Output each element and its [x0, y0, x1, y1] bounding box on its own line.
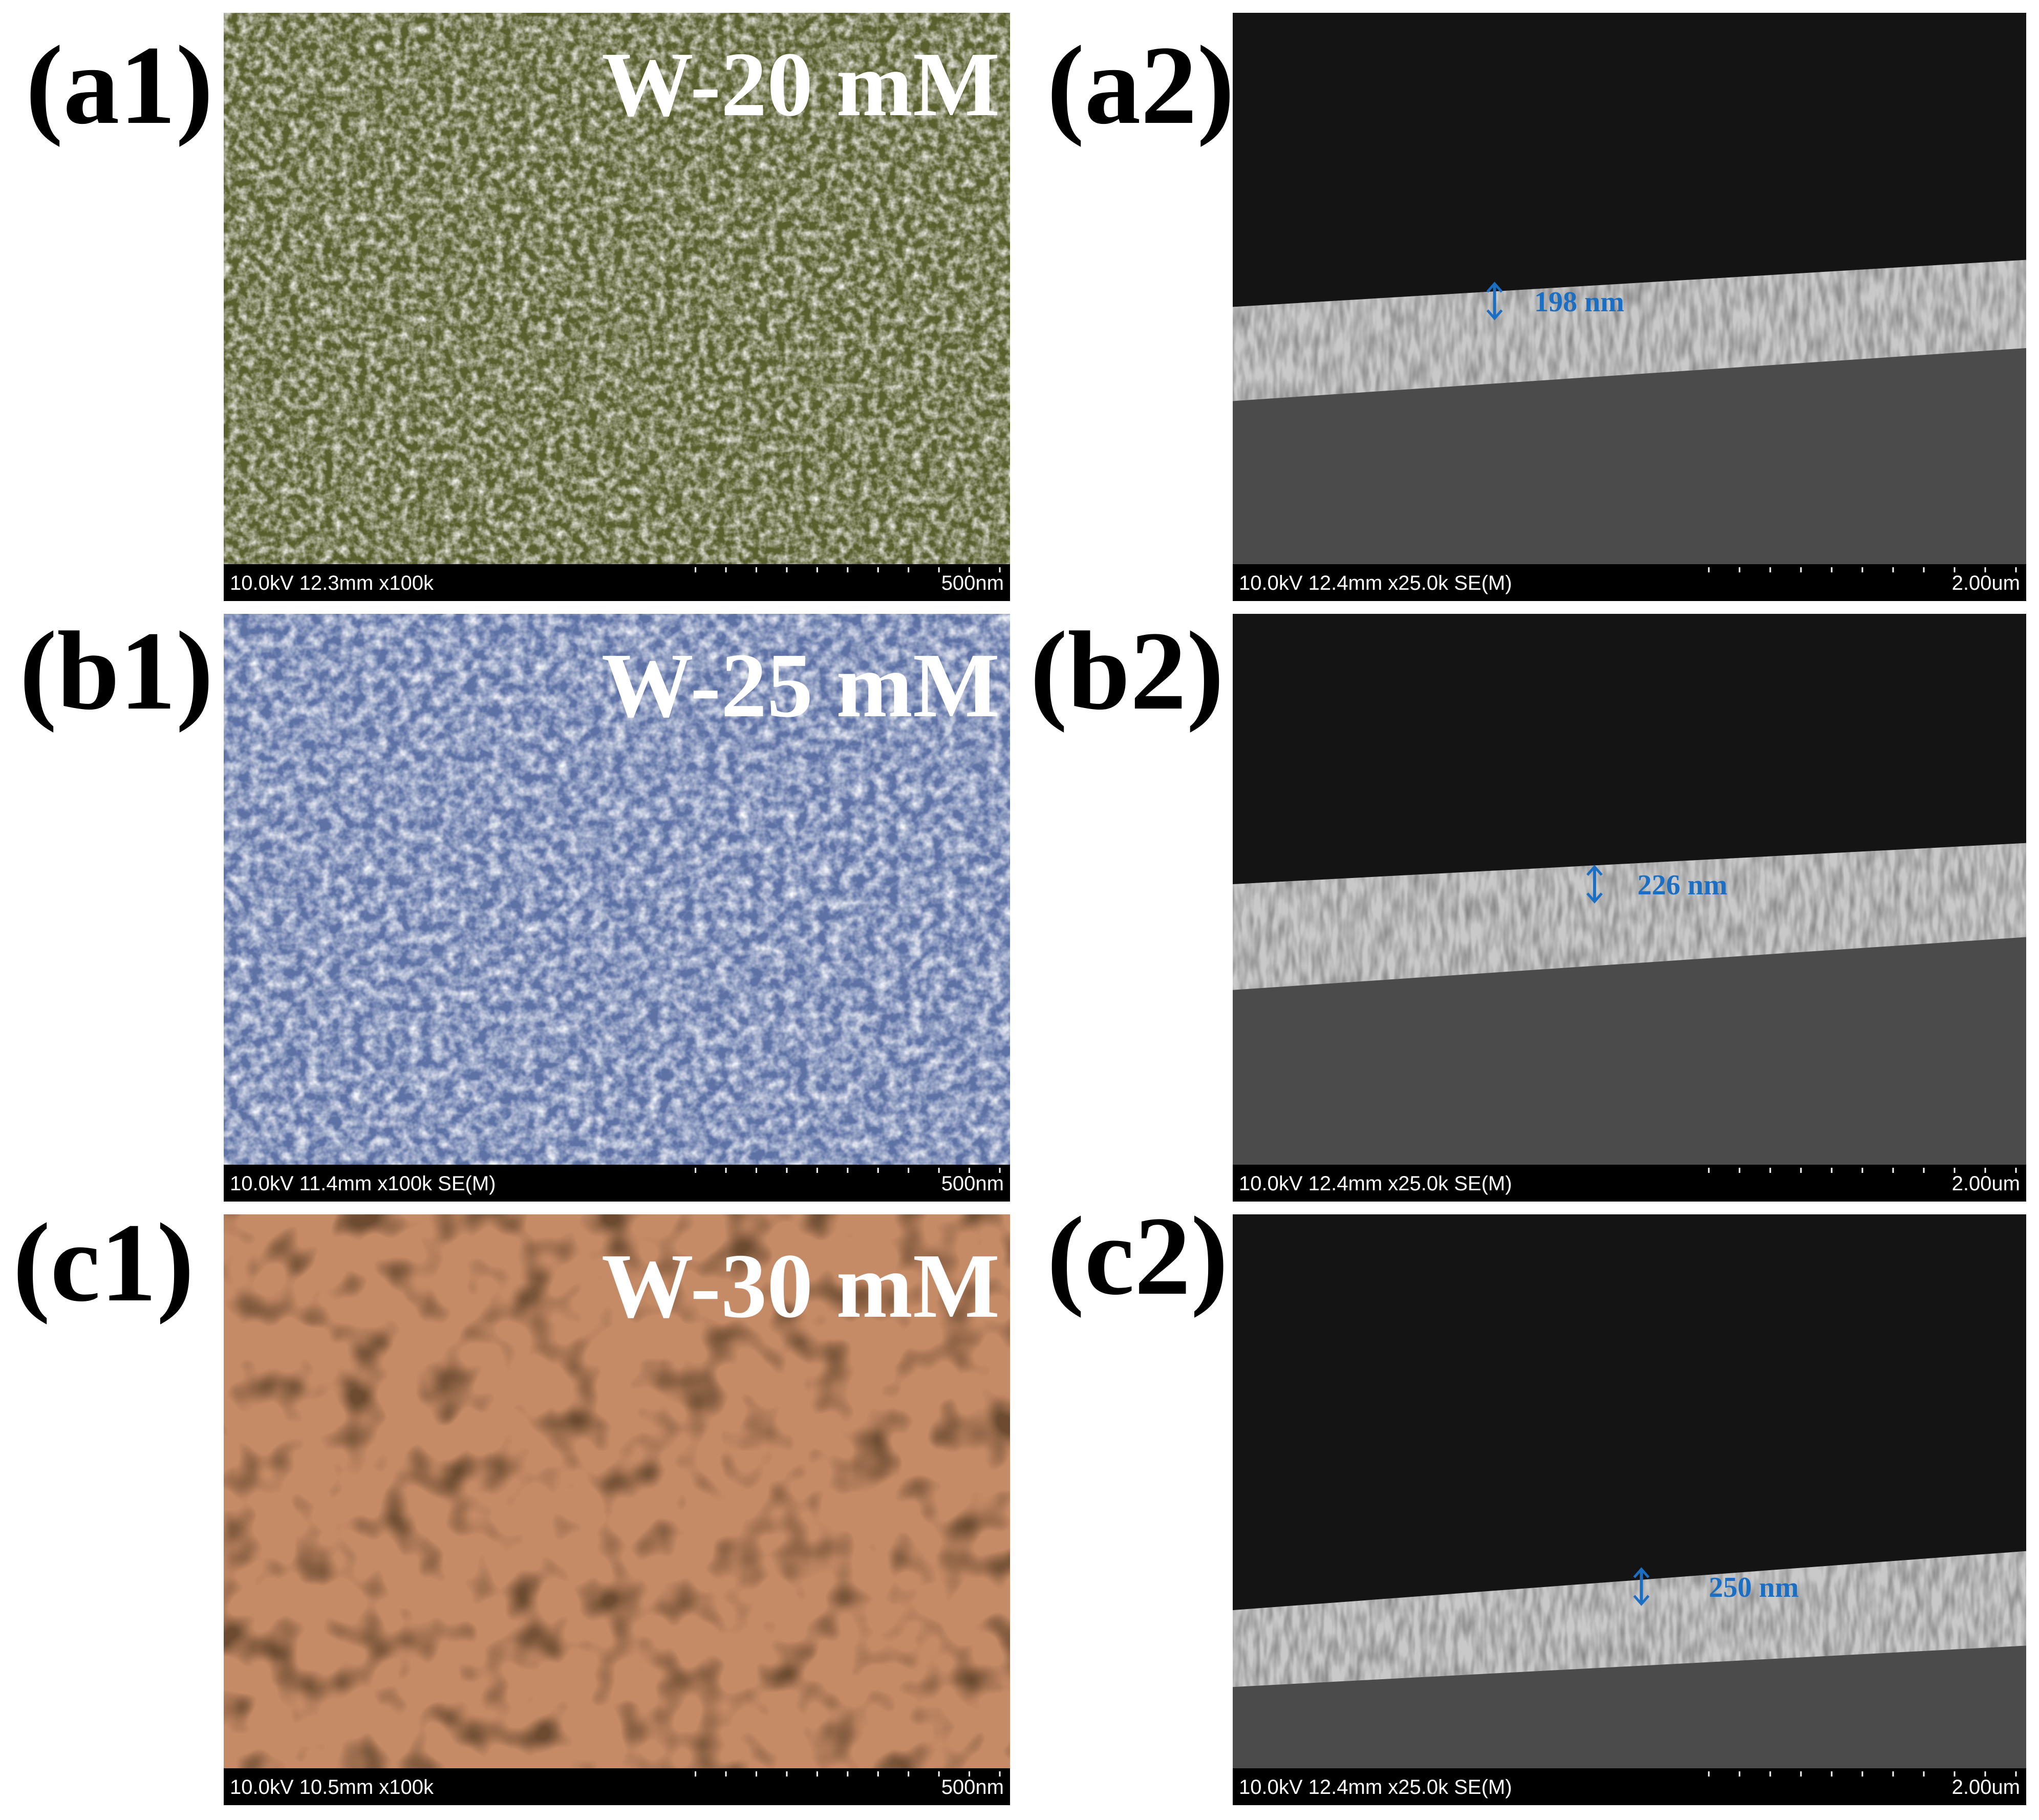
info-bar	[224, 1768, 1010, 1805]
sem-panel: 250 nm 10.0kV 12.4mm x25.0k SE(M) 2.00um	[1233, 1214, 2026, 1805]
info-text: 10.0kV 12.3mm x100k	[230, 572, 434, 594]
sem-panel: 10.0kV 10.5mm x100k 500nm W-30 mM	[224, 1214, 1010, 1805]
scale-text: 2.00um	[1952, 572, 2020, 594]
sample-label: W-30 mM	[602, 1235, 1000, 1337]
info-bar	[1233, 564, 2026, 601]
panel-label: (b1)	[19, 608, 213, 733]
thickness-label: 198 nm	[1534, 286, 1624, 318]
sem-panel: 198 nm 10.0kV 12.4mm x25.0k SE(M) 2.00um	[1233, 13, 2026, 601]
scale-text: 2.00um	[1952, 1776, 2020, 1798]
info-text: 10.0kV 11.4mm x100k SE(M)	[230, 1172, 496, 1195]
vacuum	[1233, 13, 2026, 307]
arrow-head	[1586, 865, 1603, 904]
texture	[224, 614, 1010, 1165]
panel-label: (a2)	[1047, 23, 1235, 147]
panel-label: (b2)	[1030, 608, 1224, 733]
panel-label: (c1)	[13, 1200, 194, 1325]
info-bar	[1233, 1165, 2026, 1202]
sample-label: W-25 mM	[602, 634, 1000, 736]
sem-panel: 226 nm 10.0kV 12.4mm x25.0k SE(M) 2.00um	[1233, 614, 2026, 1202]
sem-panel: 10.0kV 11.4mm x100k SE(M) 500nm W-25 mM	[224, 614, 1010, 1202]
scale-text: 500nm	[941, 1172, 1004, 1195]
info-text: 10.0kV 10.5mm x100k	[230, 1776, 434, 1798]
panel-label: (a1)	[26, 23, 213, 147]
scale-text: 500nm	[941, 572, 1004, 594]
info-bar	[1233, 1768, 2026, 1805]
vacuum	[1233, 614, 2026, 885]
info-bar	[224, 1165, 1010, 1202]
thickness-label: 250 nm	[1709, 1572, 1799, 1603]
texture	[224, 13, 1010, 564]
info-text: 10.0kV 12.4mm x25.0k SE(M)	[1239, 1776, 1512, 1798]
scale-text: 2.00um	[1952, 1172, 2020, 1195]
sem-panel: 10.0kV 12.3mm x100k 500nm W-20 mM	[224, 13, 1010, 601]
texture	[224, 1214, 1010, 1768]
sample-label: W-20 mM	[602, 33, 1000, 135]
info-text: 10.0kV 12.4mm x25.0k SE(M)	[1239, 572, 1512, 594]
thickness-label: 226 nm	[1638, 869, 1728, 901]
arrow-head	[1486, 282, 1503, 320]
scale-text: 500nm	[941, 1776, 1004, 1798]
vacuum	[1233, 1214, 2026, 1611]
arrow-head	[1633, 1567, 1650, 1606]
info-text: 10.0kV 12.4mm x25.0k SE(M)	[1239, 1172, 1512, 1195]
panel-label: (c2)	[1047, 1193, 1228, 1318]
info-bar	[224, 564, 1010, 601]
